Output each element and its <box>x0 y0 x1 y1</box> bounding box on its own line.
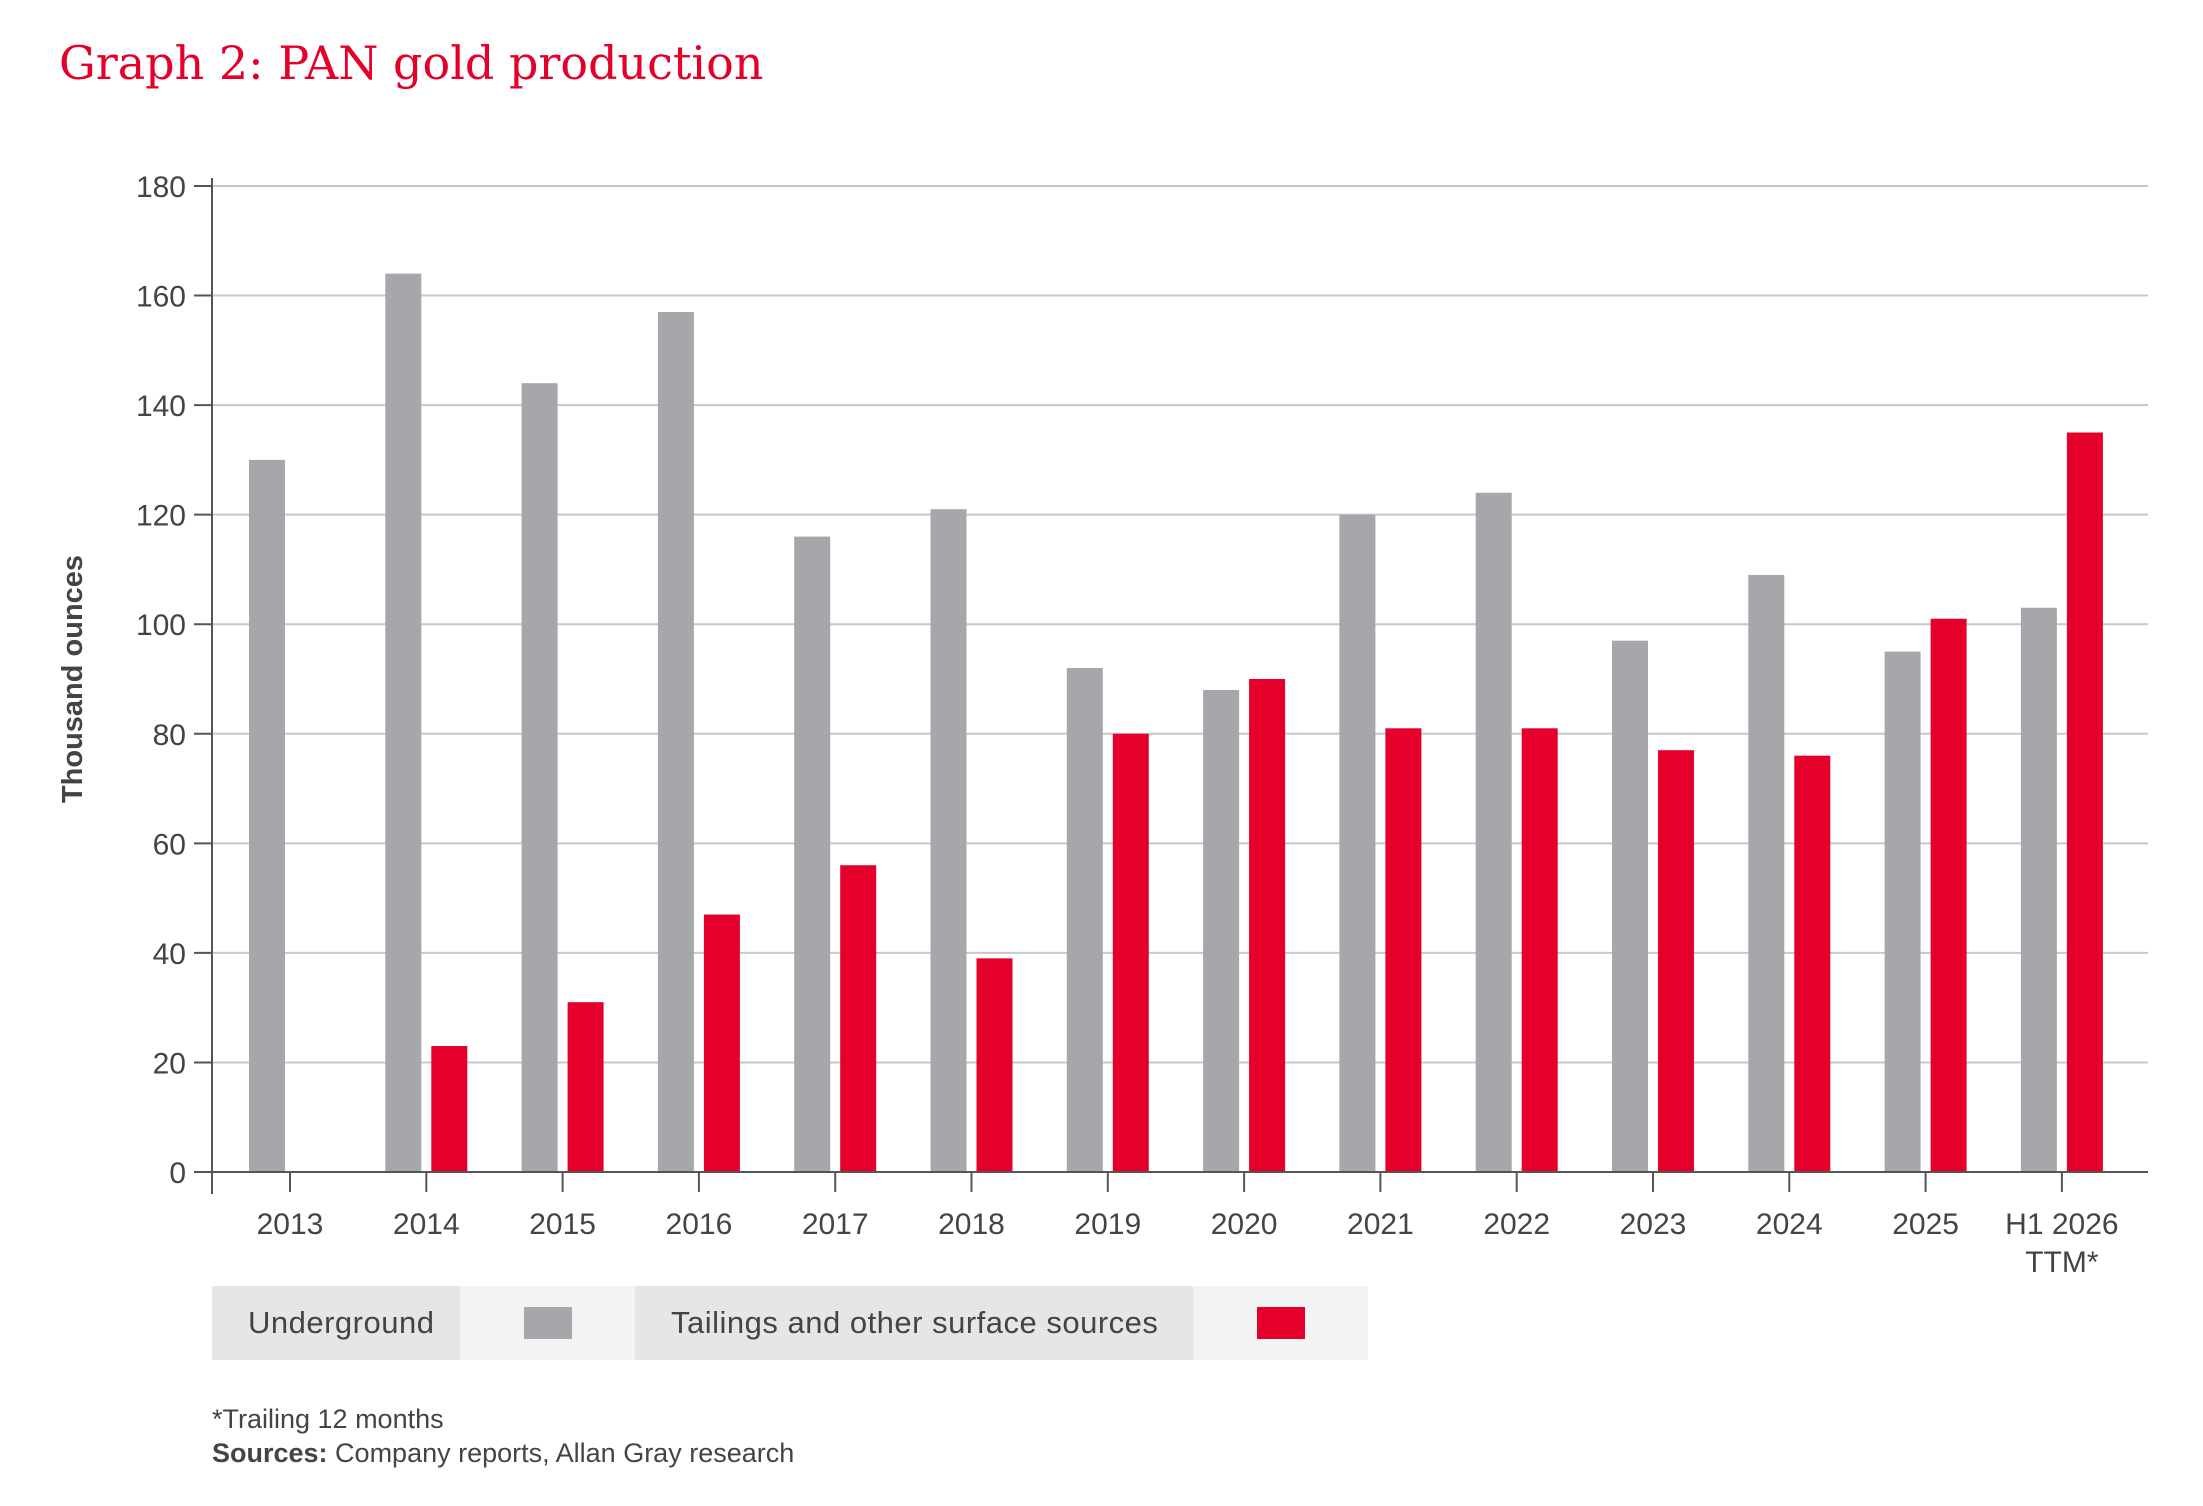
bar-underground <box>1203 689 1240 1172</box>
legend-swatch-tailings-cell <box>1193 1286 1368 1360</box>
bar-tailings <box>1658 750 1694 1172</box>
bar-tailings <box>1794 755 1831 1172</box>
bar-underground <box>930 509 967 1172</box>
bar-tailings <box>840 865 877 1172</box>
legend-swatch-underground-cell <box>460 1286 635 1360</box>
bar-underground <box>1748 574 1785 1172</box>
sources: Sources: Company reports, Allan Gray res… <box>212 1438 794 1469</box>
bar-chart: 0 20 40 60 80 100 120 140 160 180 Thousand ounces 2… <box>57 171 2148 1279</box>
bar-underground <box>1339 514 1376 1172</box>
bar-tailings <box>703 914 740 1172</box>
chart-title: Graph 2: PAN gold production <box>59 36 764 90</box>
bar-tailings <box>1521 728 1558 1172</box>
x-tick-label: 2021 <box>1347 1208 1414 1241</box>
y-tick-label: 100 <box>136 609 186 642</box>
x-tick-label: 2023 <box>1620 1208 1687 1241</box>
y-tick-label: 0 <box>169 1157 186 1190</box>
y-tick-label: 160 <box>136 281 186 314</box>
x-tick-label: TTM* <box>2025 1246 2099 1279</box>
bar-underground <box>385 273 422 1173</box>
y-tick-label: 140 <box>136 390 186 423</box>
y-tick-label: 60 <box>153 828 186 861</box>
y-axis-label: Thousand ounces <box>57 555 89 803</box>
x-tick-label: 2016 <box>666 1208 733 1241</box>
legend-swatch-tailings <box>1256 1307 1305 1339</box>
sources-label: Sources: <box>212 1438 328 1468</box>
y-tick-label: 120 <box>136 500 186 533</box>
bar-underground <box>249 459 285 1172</box>
bar-underground <box>657 311 694 1172</box>
x-tick-label: 2014 <box>393 1208 460 1241</box>
legend-label-underground: Underground <box>212 1286 460 1360</box>
x-tick-label: H1 2026 <box>2005 1208 2118 1241</box>
footnote: *Trailing 12 months <box>212 1404 444 1434</box>
bar-tailings <box>1112 733 1149 1172</box>
x-tick-label: 2020 <box>1211 1208 1278 1241</box>
bar-tailings <box>431 1046 468 1172</box>
x-tick-label: 2013 <box>257 1208 324 1241</box>
y-tick-label: 20 <box>153 1047 186 1080</box>
x-tick-label: 2024 <box>1756 1208 1823 1241</box>
bar-underground <box>2020 607 2057 1172</box>
x-tick-label: 2017 <box>802 1208 869 1241</box>
bar-tailings <box>1385 728 1422 1172</box>
bar-underground <box>794 536 831 1172</box>
bar-tailings <box>1930 618 1967 1172</box>
y-tick-label: 180 <box>136 171 186 204</box>
y-tick-label: 80 <box>153 719 186 752</box>
legend-swatch-underground <box>523 1307 572 1339</box>
bar-underground <box>1884 651 1921 1172</box>
bar-tailings <box>567 1002 604 1172</box>
x-tick-label: 2015 <box>529 1208 596 1241</box>
x-tick-label: 2022 <box>1483 1208 1550 1241</box>
bar-tailings <box>976 958 1013 1172</box>
x-tick-label: 2025 <box>1892 1208 1959 1241</box>
bar-tailings <box>1249 679 1286 1172</box>
bar-underground <box>1066 668 1103 1172</box>
bar-tailings <box>2066 432 2103 1172</box>
x-tick-label: 2019 <box>1074 1208 1141 1241</box>
bar-underground <box>1475 492 1512 1172</box>
bar-underground <box>521 383 558 1172</box>
sources-text: Company reports, Allan Gray research <box>327 1438 795 1468</box>
legend-label-tailings: Tailings and other surface sources <box>635 1286 1193 1360</box>
legend: Underground Tailings and other surface s… <box>212 1286 1368 1360</box>
y-tick-label: 40 <box>153 938 186 971</box>
x-tick-label: 2018 <box>938 1208 1005 1241</box>
bar-underground <box>1612 640 1648 1172</box>
